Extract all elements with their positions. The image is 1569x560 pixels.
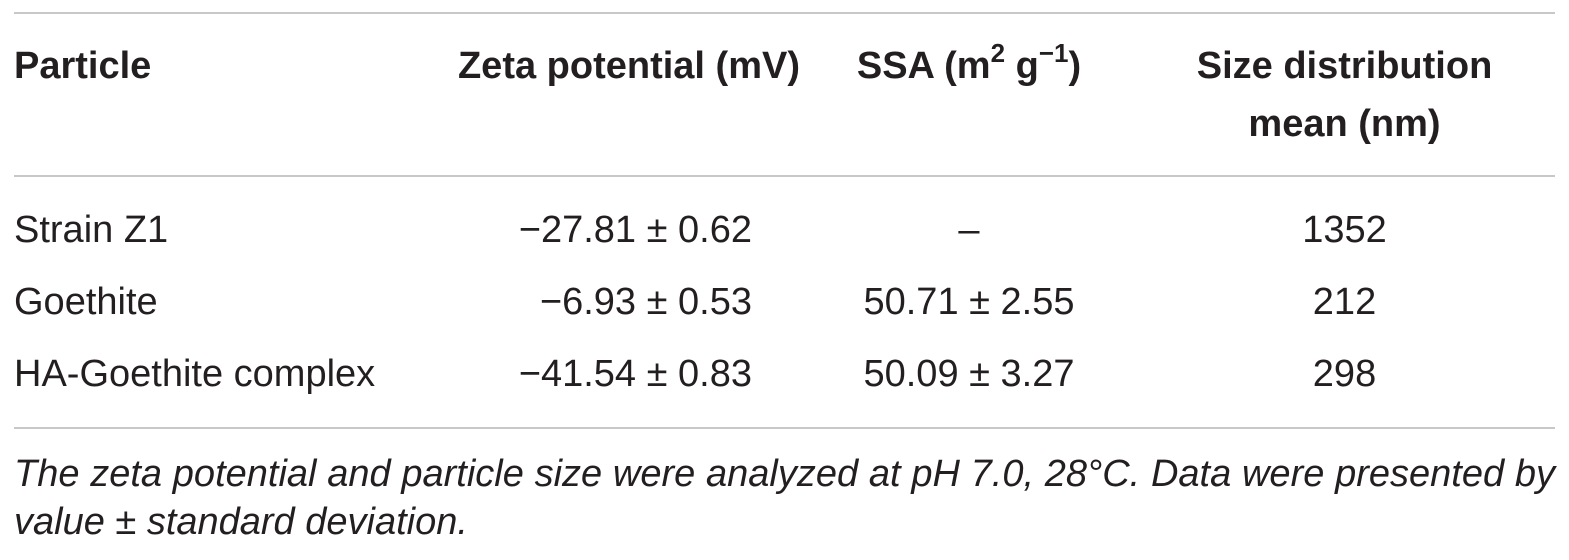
header-ssa-sup1: 2 — [990, 38, 1006, 68]
data-table-body: Strain Z1 −27.81 ± 0.62 – 1352 Goethite … — [14, 177, 1555, 427]
header-ssa-mid: g — [1005, 45, 1039, 87]
top-rule — [14, 12, 1555, 14]
header-size-distribution: Size distribution mean (nm) — [1134, 14, 1555, 175]
header-ssa-sup2: −1 — [1038, 38, 1069, 68]
cell-particle: Strain Z1 — [14, 209, 169, 251]
header-ssa-suffix: ) — [1068, 45, 1082, 87]
cell-particle: Goethite — [14, 281, 158, 323]
cell-particle: HA-Goethite complex — [14, 353, 376, 395]
table-row: Goethite −6.93 ± 0.53 50.71 ± 2.55 212 — [14, 266, 1555, 338]
table-body: Strain Z1 −27.81 ± 0.62 – 1352 Goethite … — [14, 177, 1555, 427]
table-row: Strain Z1 −27.81 ± 0.62 – 1352 — [14, 177, 1555, 266]
data-table-container: Particle Zeta potential (mV) SSA (m2 g−1… — [14, 12, 1555, 546]
cell-size: 212 — [1312, 281, 1377, 323]
cell-zeta: −41.54 ± 0.83 — [518, 353, 752, 395]
bottom-rule — [14, 427, 1555, 429]
header-size-line1: Size distribution — [1196, 45, 1493, 87]
header-zeta-potential: Zeta potential (mV) — [457, 45, 800, 87]
header-ssa: SSA (m2 g−1) — [804, 14, 1134, 175]
table-header: Particle Zeta potential (mV) SSA (m2 g−1… — [14, 14, 1555, 175]
cell-size: 298 — [1312, 353, 1377, 395]
table-footnote: The zeta potential and particle size wer… — [14, 453, 1555, 543]
cell-zeta: −27.81 ± 0.62 — [518, 209, 752, 251]
cell-zeta: −6.93 ± 0.53 — [539, 281, 752, 323]
cell-ssa: 50.09 ± 3.27 — [863, 353, 1075, 395]
header-ssa-prefix: SSA (m — [856, 45, 991, 87]
header-size-line2: mean (nm) — [1248, 103, 1441, 145]
table-row: HA-Goethite complex −41.54 ± 0.83 50.09 … — [14, 338, 1555, 427]
data-table: Particle Zeta potential (mV) SSA (m2 g−1… — [14, 14, 1555, 175]
header-rule — [14, 175, 1555, 177]
cell-ssa: – — [958, 209, 980, 251]
cell-ssa: 50.71 ± 2.55 — [863, 281, 1075, 323]
cell-size: 1352 — [1302, 209, 1387, 251]
header-particle: Particle — [14, 45, 152, 87]
header-row: Particle Zeta potential (mV) SSA (m2 g−1… — [14, 14, 1555, 175]
